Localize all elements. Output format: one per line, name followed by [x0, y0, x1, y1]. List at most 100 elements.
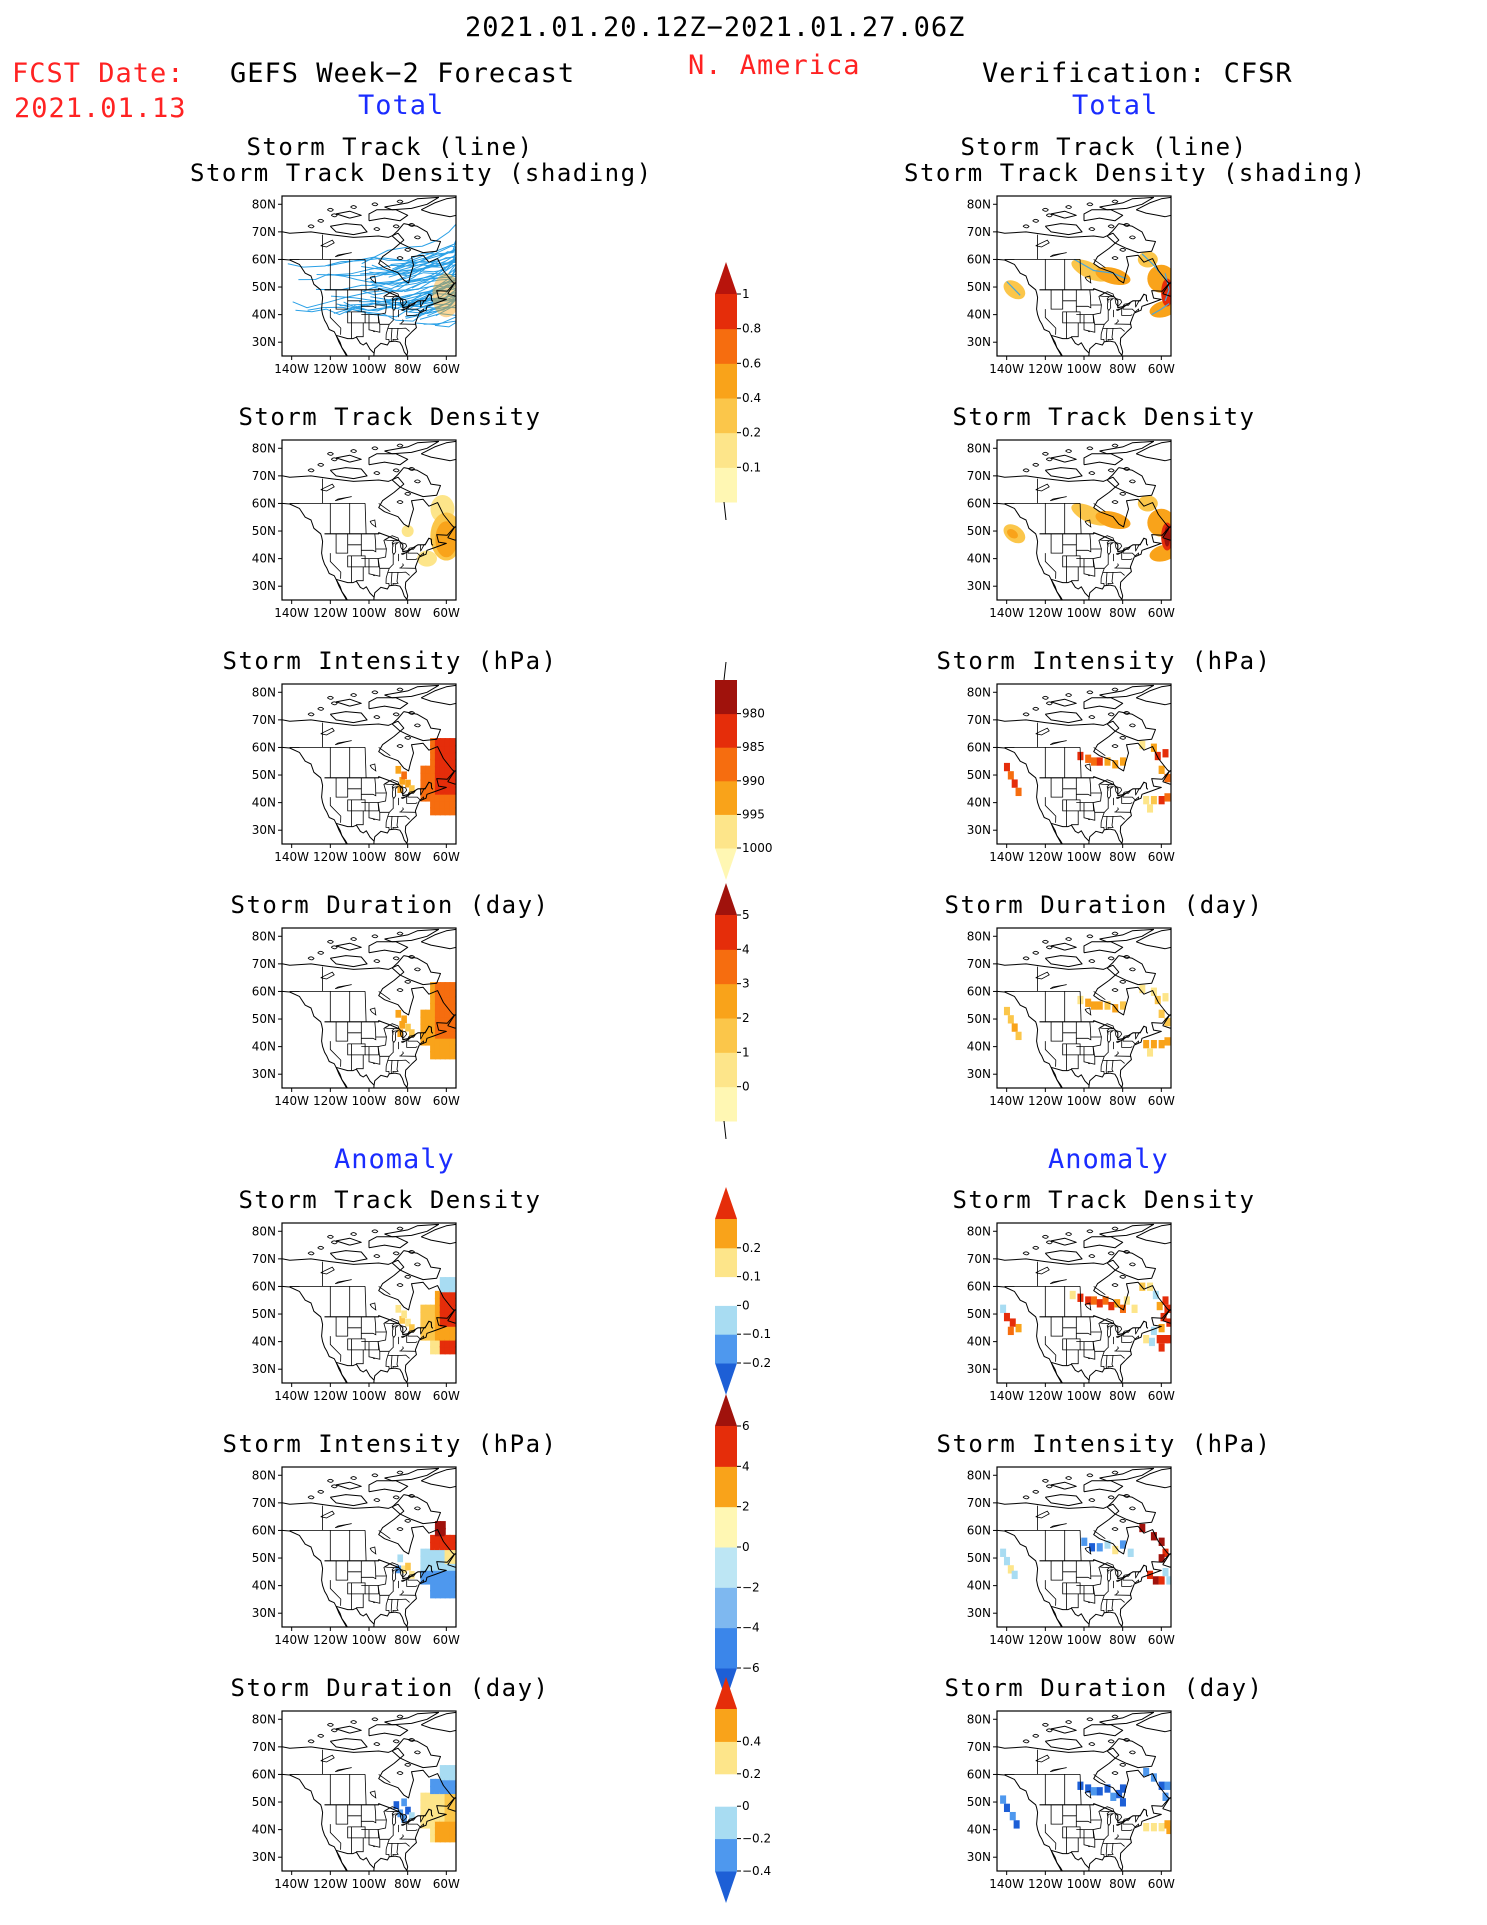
lon-tick-label: 120W — [1028, 362, 1063, 376]
grid-cell — [430, 1044, 437, 1053]
colorbar-segment — [715, 328, 737, 364]
lat-tick-label: 70N — [967, 1740, 991, 1754]
grid-cell — [430, 1037, 437, 1046]
grid-cell — [430, 1583, 437, 1592]
grid-cell — [434, 995, 441, 1005]
lat-tick-label: 70N — [967, 469, 991, 483]
grid-cell — [405, 1562, 411, 1571]
title-duration-anom-left: Storm Duration (day) — [230, 1674, 550, 1702]
colorbar-label: 2 — [742, 1500, 750, 1514]
map-svg: 80N 70N 60N 50N 40N 30N 140W 120W 100W 80W 60W — [967, 683, 1175, 864]
grid-cell — [1015, 1323, 1022, 1333]
grid-cell — [1081, 1537, 1088, 1546]
grid-cell — [1143, 1823, 1150, 1832]
grid-cell — [444, 772, 451, 781]
grid-cell — [425, 1325, 432, 1334]
grid-cell — [439, 1527, 446, 1537]
colorbar-segment — [715, 1709, 737, 1742]
grid-cell — [430, 800, 437, 809]
grid-cell — [1148, 1337, 1155, 1347]
lat-tick-label: 60N — [967, 984, 991, 998]
storm-track-line — [292, 278, 456, 309]
colorbar-segment — [715, 1547, 737, 1588]
lat-tick-label: 80N — [967, 685, 991, 699]
colorbar-svg: −6 −4 −2 0 2 4 6 — [715, 1394, 760, 1700]
grid-cell — [1143, 796, 1150, 805]
grid-cell — [1085, 998, 1092, 1007]
storm-track-line — [411, 257, 456, 289]
grid-cell — [444, 1771, 451, 1781]
grid-cell — [425, 1037, 432, 1046]
grid-cell — [439, 751, 446, 761]
grid-cell — [425, 1799, 432, 1808]
colorbar-triangle — [715, 1363, 737, 1395]
lat-tick-label: 60N — [252, 496, 276, 510]
grid-cell — [439, 1521, 446, 1530]
colorbar-duration-anom: −0.4 −0.2 0 0.2 0.4 — [715, 1677, 795, 1907]
grid-cell — [430, 1339, 437, 1348]
grid-cell — [1096, 1543, 1103, 1552]
grid-cell — [1162, 1792, 1169, 1801]
colorbar-label: −0.2 — [742, 1356, 771, 1370]
lat-tick-label: 70N — [252, 713, 276, 727]
grid-cell — [434, 1016, 441, 1025]
grid-cell — [439, 988, 446, 998]
lat-tick-label: 30N — [967, 579, 991, 593]
grid-cell — [1139, 740, 1146, 750]
grid-cell — [1164, 1037, 1171, 1046]
lon-tick-label: 60W — [1148, 1094, 1175, 1108]
colorbar-density-anom: −0.2 −0.1 0 0.1 0.2 — [715, 1187, 795, 1399]
lat-tick-label: 60N — [252, 984, 276, 998]
left-total-label: Total — [358, 90, 445, 121]
grid-cell — [449, 1339, 456, 1348]
lon-tick-label: 100W — [352, 1633, 387, 1647]
grid-cell — [1009, 1318, 1016, 1327]
grid-cell — [449, 1555, 456, 1564]
grid-cell — [1011, 1570, 1018, 1580]
grid-cell — [401, 1310, 407, 1319]
grid-cell — [444, 995, 451, 1005]
storm-track-line — [345, 283, 456, 314]
colorbar-segment — [715, 1247, 737, 1278]
grid-cell — [1158, 1554, 1165, 1563]
grid-cell — [1158, 1781, 1165, 1790]
grid-cell — [444, 786, 451, 795]
grid-cell — [1143, 1335, 1150, 1344]
grid-cell — [1158, 1823, 1165, 1832]
lat-tick-label: 80N — [252, 441, 276, 455]
grid-cell — [449, 751, 456, 761]
colorbar-segment — [715, 1086, 737, 1122]
grid-cell — [1166, 1576, 1171, 1585]
fcst-date-value: 2021.01.13 — [14, 93, 187, 124]
colorbar-label: −0.4 — [742, 1864, 771, 1878]
grid-cell — [1119, 1784, 1126, 1793]
grid-cell — [395, 765, 402, 774]
grid-cell — [439, 1799, 446, 1808]
lon-tick-label: 120W — [1028, 606, 1063, 620]
lon-tick-label: 120W — [313, 1389, 348, 1403]
grid-cell — [430, 1834, 437, 1843]
density-blob — [1149, 544, 1171, 562]
grid-cell — [420, 1799, 427, 1808]
lon-tick-label: 60W — [433, 1877, 460, 1891]
lat-tick-label: 70N — [967, 1496, 991, 1510]
grid-cell — [439, 1037, 446, 1046]
grid-cell — [449, 1813, 456, 1822]
grid-cell — [439, 1813, 446, 1822]
storm-track-line — [360, 258, 456, 275]
grid-cell — [1104, 1540, 1111, 1549]
grid-cell — [1162, 993, 1169, 1002]
grid-cell — [430, 765, 437, 774]
grid-cell — [434, 758, 441, 768]
lon-tick-label: 140W — [989, 362, 1024, 376]
grid-cell — [1162, 749, 1169, 758]
lat-tick-label: 50N — [252, 1551, 276, 1565]
grid-cell — [434, 751, 441, 761]
grid-cell — [420, 765, 427, 774]
lon-tick-label: 100W — [1067, 1094, 1102, 1108]
grid-cell — [434, 1051, 441, 1060]
lat-tick-label: 60N — [967, 1523, 991, 1537]
grid-cell — [439, 1534, 446, 1544]
grid-cell — [434, 1555, 441, 1564]
grid-cell — [449, 1290, 456, 1300]
